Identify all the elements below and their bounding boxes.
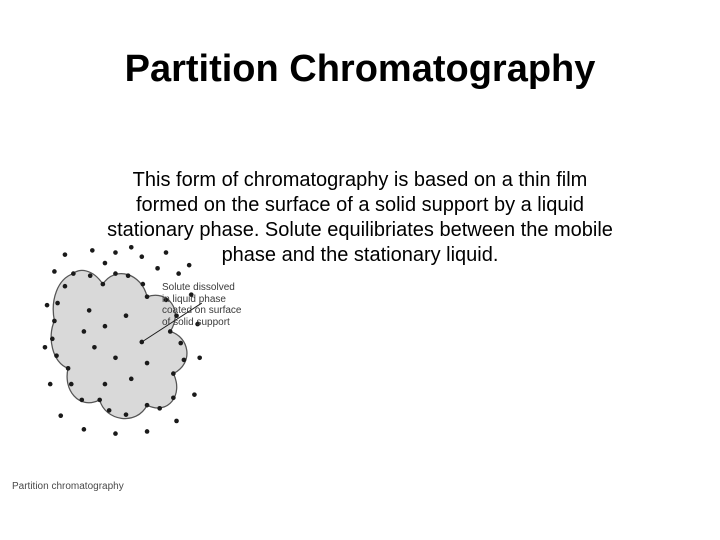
solute-dot (155, 266, 160, 271)
solute-dot (145, 294, 150, 299)
solute-dot (82, 427, 87, 432)
solute-dot (113, 271, 118, 276)
solute-dot (124, 313, 129, 318)
solute-dot (168, 329, 173, 334)
diagram-callout: Solute dissolvedin liquid phasecoated on… (162, 282, 242, 328)
solute-dot (126, 273, 131, 278)
solute-dot (141, 282, 146, 287)
partition-diagram-svg (6, 242, 246, 442)
solute-dot (82, 329, 87, 334)
solute-dot (54, 353, 59, 358)
solute-dot (66, 366, 71, 371)
solute-dot (113, 355, 118, 360)
solute-dot (63, 284, 68, 289)
diagram-caption: Partition chromatography (12, 481, 124, 492)
solute-dot (192, 392, 197, 397)
solute-dot (92, 345, 97, 350)
solute-dot (187, 263, 192, 268)
solute-dot (52, 269, 57, 274)
callout-line: in liquid phase (162, 294, 242, 306)
solute-dot (197, 355, 202, 360)
solute-dot (103, 324, 108, 329)
callout-line: coated on surface (162, 305, 242, 317)
solute-dot (103, 261, 108, 266)
solute-dot (45, 303, 50, 308)
solute-dot (87, 308, 92, 313)
solute-dot (129, 377, 134, 382)
solute-dot (55, 301, 60, 306)
solute-dot (88, 273, 93, 278)
solute-dot (174, 419, 179, 424)
solute-dot (101, 282, 106, 287)
solute-dot (50, 337, 55, 342)
solute-dot (69, 382, 74, 387)
solute-dot (171, 371, 176, 376)
slide-title: Partition Chromatography (0, 48, 720, 91)
solute-dot (129, 245, 134, 250)
solute-dot (103, 382, 108, 387)
solute-dot (145, 429, 150, 434)
solute-dot (63, 252, 68, 257)
callout-line: Solute dissolved (162, 282, 242, 294)
solute-dot (164, 250, 169, 255)
solute-dot (43, 345, 48, 350)
solute-dot (52, 319, 57, 324)
solute-dot (145, 361, 150, 366)
solute-dot (113, 250, 118, 255)
solute-dot (157, 406, 162, 411)
callout-line: of solid support (162, 317, 242, 329)
solute-dot (182, 358, 187, 363)
solute-dot (79, 398, 84, 403)
solute-dot (113, 431, 118, 436)
solute-dot (139, 254, 144, 259)
solute-dot (48, 382, 53, 387)
solute-dot (145, 403, 150, 408)
solute-dot (71, 271, 76, 276)
solute-dot (97, 398, 102, 403)
partition-diagram: Solute dissolvedin liquid phasecoated on… (6, 242, 246, 502)
solute-dot (90, 248, 95, 253)
solute-dot (124, 412, 129, 417)
solute-dot (171, 395, 176, 400)
solute-dot (107, 408, 112, 413)
solute-dot (176, 271, 181, 276)
solute-dot (58, 413, 63, 418)
solute-dot (178, 341, 183, 346)
